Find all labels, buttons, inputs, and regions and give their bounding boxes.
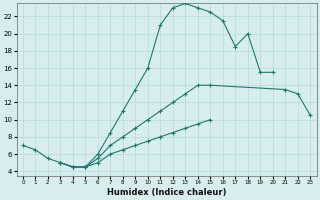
X-axis label: Humidex (Indice chaleur): Humidex (Indice chaleur) (107, 188, 226, 197)
